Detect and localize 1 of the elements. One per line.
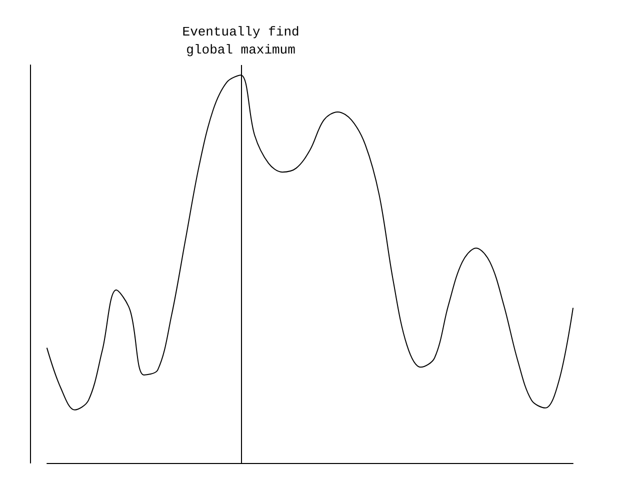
text: Eventually find global maximum (182, 24, 300, 58)
